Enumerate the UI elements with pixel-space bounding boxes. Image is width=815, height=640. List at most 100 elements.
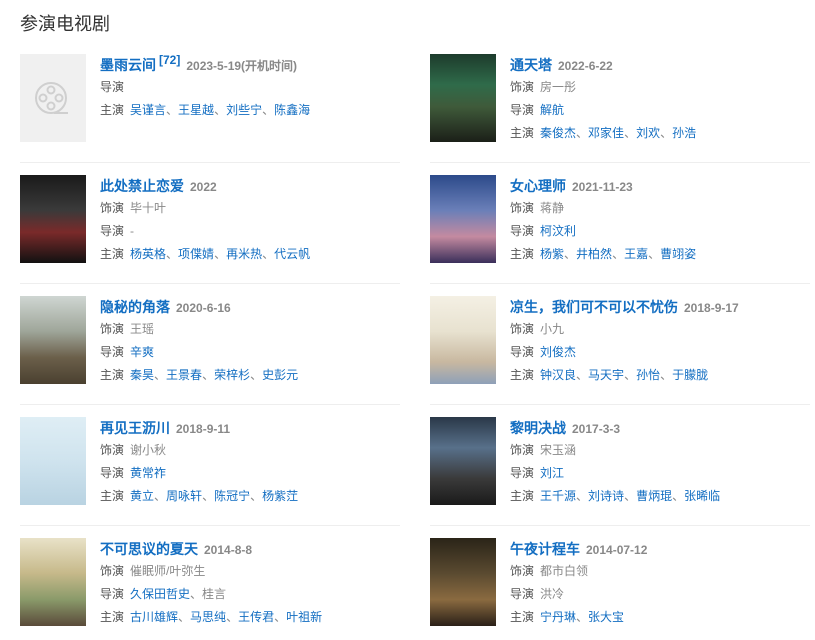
person-link[interactable]: 杨英格 <box>130 247 167 261</box>
person-link[interactable]: 柯汶利 <box>540 224 577 238</box>
person-link[interactable]: 刘欢 <box>636 126 661 140</box>
person-link[interactable]: 久保田哲史 <box>130 587 191 601</box>
separator: 、 <box>166 247 179 261</box>
person-link[interactable]: 吴谨言 <box>130 103 167 117</box>
role-name: 都市白领 <box>540 564 589 578</box>
person-link[interactable]: 黄常祚 <box>130 466 167 480</box>
person-name: - <box>130 224 135 238</box>
separator: 、 <box>660 126 673 140</box>
title-line: 再见王沥川 2018-9-11 <box>100 417 400 439</box>
divider <box>20 283 400 284</box>
person-link[interactable]: 马天宇 <box>588 368 625 382</box>
release-date: 2021-11-23 <box>572 180 633 194</box>
director-label: 导演 <box>510 587 535 601</box>
poster-image[interactable] <box>20 175 86 263</box>
separator: 、 <box>154 368 167 382</box>
title-line: 不可思议的夏天 2014-8-8 <box>100 538 400 560</box>
person-link[interactable]: 史彭元 <box>262 368 299 382</box>
person-link[interactable]: 孙怡 <box>636 368 661 382</box>
release-date: 2014-07-12 <box>586 543 648 557</box>
person-link[interactable]: 黄立 <box>130 489 155 503</box>
person-link[interactable]: 项偞婧 <box>178 247 215 261</box>
director-label: 导演 <box>100 224 125 238</box>
role-label: 饰演 <box>100 322 125 336</box>
person-link[interactable]: 孙浩 <box>672 126 697 140</box>
poster-image[interactable] <box>20 417 86 505</box>
separator: 、 <box>226 610 239 624</box>
film-reel-icon <box>35 82 68 114</box>
person-link[interactable]: 曹炳琨 <box>636 489 673 503</box>
drama-title-link[interactable]: 再见王沥川 <box>100 420 170 436</box>
title-line: 黎明决战 2017-3-3 <box>510 417 810 439</box>
role-name: 宋玉涵 <box>540 443 577 457</box>
person-link[interactable]: 陈鑫海 <box>274 103 311 117</box>
divider <box>20 404 400 405</box>
drama-title-link[interactable]: 隐秘的角落 <box>100 299 170 315</box>
person-link[interactable]: 辛爽 <box>130 345 155 359</box>
role-label: 饰演 <box>100 443 125 457</box>
person-link[interactable]: 荣梓杉 <box>214 368 251 382</box>
item-info: 墨雨云间 [72] 2023-5-19(开机时间) 导演 主演 吴谨言、王星越、刘些宁、陈… <box>100 53 400 122</box>
director-label: 导演 <box>510 466 535 480</box>
person-link[interactable]: 刘俊杰 <box>540 345 577 359</box>
role-label: 饰演 <box>100 201 125 215</box>
cast-row: 主演 秦俊杰、邓家佳、刘欢、孙浩 <box>510 122 810 145</box>
poster-image[interactable] <box>430 417 496 505</box>
person-link[interactable]: 周咏轩 <box>166 489 203 503</box>
person-link[interactable]: 张晞临 <box>684 489 721 503</box>
person-link[interactable]: 刘些宁 <box>226 103 263 117</box>
person-link[interactable]: 曹翊姿 <box>660 247 697 261</box>
person-link[interactable]: 刘诗诗 <box>588 489 625 503</box>
person-link[interactable]: 代云帆 <box>274 247 311 261</box>
person-link[interactable]: 王景春 <box>166 368 203 382</box>
cast-row: 主演 黄立、周咏轩、陈冠宁、杨紫茳 <box>100 485 400 508</box>
person-link[interactable]: 马思纯 <box>190 610 227 624</box>
role-name: 毕十叶 <box>130 201 167 215</box>
drama-title-link[interactable]: 不可思议的夏天 <box>100 541 198 557</box>
person-link[interactable]: 叶祖新 <box>286 610 323 624</box>
person-link[interactable]: 古川雄辉 <box>130 610 179 624</box>
person-link[interactable]: 陈冠宁 <box>214 489 251 503</box>
rating-badge[interactable]: [72] <box>159 53 181 67</box>
list-item: 墨雨云间 [72] 2023-5-19(开机时间) 导演 主演 吴谨言、王星越、刘些宁、陈… <box>20 53 400 146</box>
poster-image[interactable] <box>430 538 496 626</box>
person-link[interactable]: 王千源 <box>540 489 577 503</box>
person-link[interactable]: 井柏然 <box>576 247 613 261</box>
separator: 、 <box>250 489 263 503</box>
drama-title-link[interactable]: 通天塔 <box>510 57 552 73</box>
item-info: 通天塔 2022-6-22 饰演 房一彤 导演 解航 主演 秦俊杰、邓家佳、刘欢、孙浩 <box>510 54 810 145</box>
director-row: 导演 久保田哲史、桂言 <box>100 583 400 606</box>
director-label: 导演 <box>510 345 535 359</box>
drama-title-link[interactable]: 女心理师 <box>510 178 566 194</box>
person-link[interactable]: 于朦胧 <box>672 368 709 382</box>
poster-image[interactable] <box>20 538 86 626</box>
person-link[interactable]: 王嘉 <box>624 247 649 261</box>
person-link[interactable]: 杨紫 <box>540 247 565 261</box>
poster-placeholder[interactable] <box>20 54 86 142</box>
person-link[interactable]: 张大宝 <box>588 610 625 624</box>
drama-title-link[interactable]: 此处禁止恋爱 <box>100 178 184 194</box>
cast-row: 主演 吴谨言、王星越、刘些宁、陈鑫海 <box>100 99 400 122</box>
person-link[interactable]: 邓家佳 <box>588 126 625 140</box>
list-item: 隐秘的角落 2020-6-16 饰演 王瑶 导演 辛爽 主演 秦昊、王景春、荣梓杉、史彭元 <box>20 296 400 388</box>
person-link[interactable]: 钟汉良 <box>540 368 577 382</box>
poster-image[interactable] <box>20 296 86 384</box>
drama-title-link[interactable]: 墨雨云间 <box>100 57 156 73</box>
person-link[interactable]: 宁丹琳 <box>540 610 577 624</box>
title-line: 通天塔 2022-6-22 <box>510 54 810 76</box>
person-link[interactable]: 秦昊 <box>130 368 155 382</box>
drama-title-link[interactable]: 凉生，我们可不可以不忧伤 <box>510 299 678 315</box>
person-link[interactable]: 刘江 <box>540 466 565 480</box>
person-link[interactable]: 再米热 <box>226 247 263 261</box>
person-link[interactable]: 解航 <box>540 103 565 117</box>
poster-image[interactable] <box>430 296 496 384</box>
person-link[interactable]: 杨紫茳 <box>262 489 299 503</box>
person-link[interactable]: 王传君 <box>238 610 275 624</box>
drama-title-link[interactable]: 黎明决战 <box>510 420 566 436</box>
director-label: 导演 <box>100 587 125 601</box>
person-link[interactable]: 王星越 <box>178 103 215 117</box>
person-link[interactable]: 秦俊杰 <box>540 126 577 140</box>
poster-image[interactable] <box>430 175 496 263</box>
poster-image[interactable] <box>430 54 496 142</box>
drama-title-link[interactable]: 午夜计程车 <box>510 541 580 557</box>
